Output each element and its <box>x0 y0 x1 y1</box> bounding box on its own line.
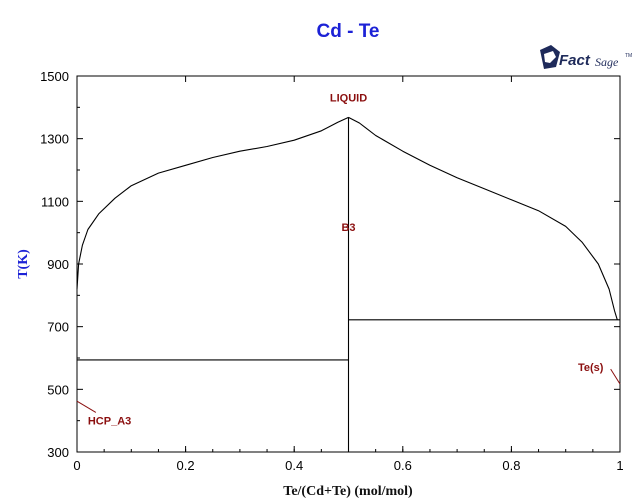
logo-brand-text: Fact <box>559 52 591 69</box>
phase-boundaries <box>76 116 620 452</box>
y-axis-ticks: 300 500 700 900 1100 1300 1500 <box>40 69 620 460</box>
x-tick-label: 0.8 <box>502 458 520 473</box>
x-tick-label: 1 <box>616 458 623 473</box>
logo-suffix-text: Sage <box>595 55 619 69</box>
phase-label: HCP_A3 <box>88 415 131 427</box>
liquidus-right-line <box>348 116 618 320</box>
x-tick-label: 0.4 <box>285 458 303 473</box>
x-axis-ticks: 0 0.2 0.4 0.6 0.8 1 <box>73 76 624 473</box>
phase-label-leader <box>610 368 621 385</box>
y-tick-label: 1100 <box>41 194 69 209</box>
y-tick-label: 700 <box>47 320 69 335</box>
phase-label: LIQUID <box>330 93 367 105</box>
y-tick-label: 300 <box>47 445 69 460</box>
y-tick-label: 500 <box>47 382 69 397</box>
phase-label: B3 <box>341 222 355 234</box>
x-tick-label: 0 <box>73 458 80 473</box>
logo-tm-text: TM <box>625 53 632 59</box>
phase-label: Te(s) <box>578 362 604 374</box>
y-tick-label: 900 <box>47 257 69 272</box>
y-tick-label: 1300 <box>40 132 69 147</box>
liquidus-left-line <box>76 116 349 290</box>
phase-labels: LIQUID B3 HCP_A3 Te(s) <box>76 93 621 427</box>
factsage-logo: Fact Sage TM <box>540 45 632 69</box>
y-axis-label: T(K) <box>16 249 31 279</box>
x-tick-label: 0.6 <box>394 458 412 473</box>
x-axis-label: Te/(Cd+Te) (mol/mol) <box>283 484 413 499</box>
chart-title: Cd - Te <box>317 21 380 42</box>
y-tick-label: 1500 <box>40 69 69 84</box>
phase-label-leader <box>76 400 97 413</box>
logo-emblem-icon <box>540 45 560 69</box>
x-tick-label: 0.2 <box>177 458 195 473</box>
